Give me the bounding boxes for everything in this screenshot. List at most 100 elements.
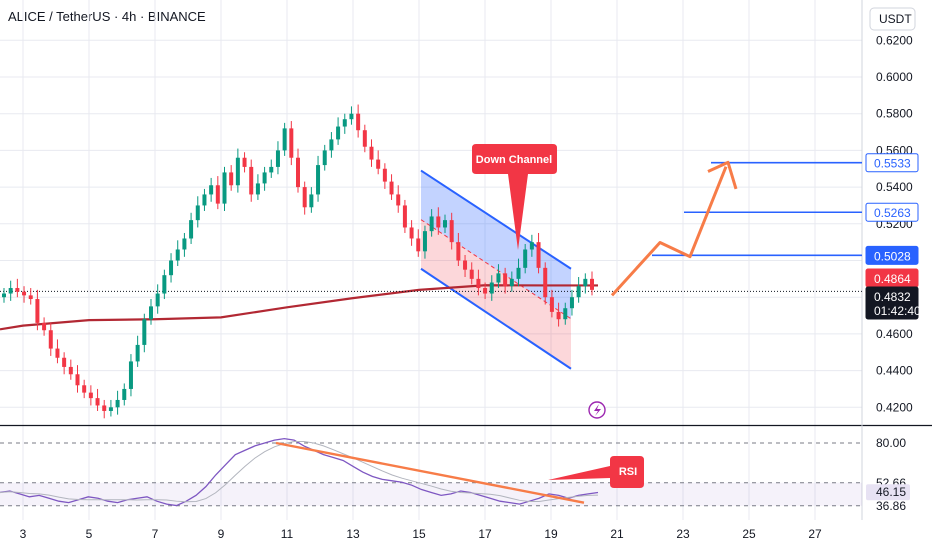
candle-body: [75, 374, 80, 386]
candle-body: [242, 157, 247, 167]
time-tick-label: 19: [544, 527, 558, 541]
currency-label: USDT: [879, 12, 912, 26]
channel-lower-line: [420, 267, 572, 370]
price-tick-label: 0.5800: [876, 107, 913, 121]
candle-body: [88, 392, 93, 399]
candle-body: [249, 166, 254, 195]
candle-body: [202, 194, 207, 206]
candle-body: [583, 278, 588, 287]
candles: [2, 104, 594, 419]
candle-body: [476, 278, 481, 289]
chart-title: ALICE / TetherUS · 4h · BINANCE: [8, 9, 206, 24]
candle-body: [549, 297, 554, 312]
candle-body: [135, 344, 140, 362]
channel-upper-line: [420, 169, 572, 270]
candle-body: [369, 146, 374, 160]
candle-body: [296, 157, 300, 188]
candle-body: [509, 278, 514, 287]
candle-body: [48, 330, 53, 349]
time-tick-label: 27: [808, 527, 822, 541]
time-tick-label: 7: [152, 527, 159, 541]
time-tick-label: 25: [742, 527, 756, 541]
price-axis: 0.62000.60000.58000.56000.54000.52000.46…: [866, 7, 916, 513]
candle-body: [483, 288, 488, 294]
candle-body: [28, 295, 33, 300]
candle-body: [155, 293, 160, 307]
candle-body: [316, 165, 321, 195]
rsi-ma-line: [0, 441, 599, 503]
time-tick-label: 13: [346, 527, 360, 541]
candle-body: [516, 267, 521, 279]
candle-body: [35, 299, 40, 323]
arrow-head: [707, 160, 738, 190]
candle-body: [128, 361, 133, 389]
candle-body: [543, 267, 548, 298]
arrow-path: [610, 166, 728, 297]
candle-body: [169, 260, 174, 276]
candle-body: [503, 273, 508, 287]
candle-body: [95, 398, 100, 406]
channel-upper-zone: [421, 170, 571, 319]
candle-body: [416, 238, 421, 252]
price-tag: [865, 202, 919, 222]
channel-callout-box: [472, 144, 557, 250]
candle-body: [569, 297, 574, 309]
projection-arrow: [610, 160, 738, 297]
candle-body: [436, 216, 441, 228]
candle-body: [275, 150, 280, 167]
time-tick-label: 3: [20, 527, 27, 541]
time-axis: 3 5 7 9 11 13 15 17 19 21 23 25 27: [20, 527, 822, 541]
price-tag: [865, 245, 919, 265]
candle-body: [82, 385, 87, 393]
moving-average-line: [0, 284, 862, 331]
candle-body: [62, 357, 67, 367]
rsi-band: [0, 482, 862, 506]
candle-body: [429, 216, 434, 232]
candle-body: [142, 319, 147, 345]
candle-body: [576, 286, 581, 298]
candle-body: [449, 220, 454, 243]
time-tick-label: 5: [86, 527, 93, 541]
candle-body: [590, 278, 594, 290]
candle-body: [523, 249, 528, 268]
price-tag: [865, 153, 919, 173]
candle-body: [209, 185, 214, 195]
rsi-callout-text: RSI: [619, 466, 637, 478]
candle-body: [356, 113, 361, 131]
candle-body: [396, 194, 401, 206]
candle-body: [376, 159, 381, 169]
candle-body: [222, 172, 227, 204]
down-channel: [420, 169, 572, 370]
candle-body: [302, 187, 307, 208]
candle-body: [336, 126, 341, 140]
price-tick-label: 0.4400: [876, 364, 913, 378]
candle-body: [489, 282, 494, 294]
currency-badge: [869, 7, 916, 31]
rsi-axis-label: 36.86: [876, 499, 906, 513]
candle-body: [529, 242, 534, 250]
candle-body: [329, 139, 334, 151]
candle-body: [189, 220, 194, 239]
candle-body: [469, 269, 474, 279]
time-tick-label: 17: [478, 527, 492, 541]
candle-body: [362, 130, 367, 147]
candle-body: [149, 306, 153, 320]
candle-body: [108, 407, 113, 411]
candle-body: [55, 348, 60, 358]
candle-body: [229, 172, 234, 186]
price-tick-label: 0.6200: [876, 33, 913, 47]
candle-body: [195, 205, 200, 221]
price-tag-value: 0.5533: [874, 157, 911, 171]
price-tick-label: 0.6000: [876, 70, 913, 84]
candle-body: [463, 260, 468, 270]
candle-body: [556, 311, 561, 320]
candle-body: [262, 172, 267, 184]
candle-body: [15, 288, 20, 292]
channel-midline: [420, 219, 572, 320]
candle-body: [22, 291, 27, 296]
price-tag-value: 0.4864: [874, 272, 911, 286]
candle-body: [422, 231, 427, 252]
candle-body: [536, 242, 541, 268]
